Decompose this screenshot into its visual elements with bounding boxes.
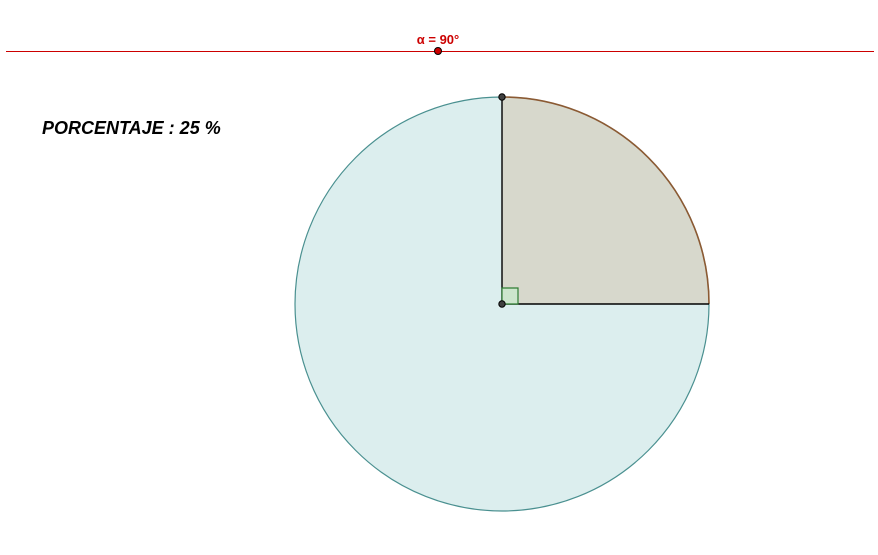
circle-diagram <box>0 0 878 555</box>
sector-fill <box>502 97 709 304</box>
center-point <box>499 301 505 307</box>
top-point <box>499 94 505 100</box>
